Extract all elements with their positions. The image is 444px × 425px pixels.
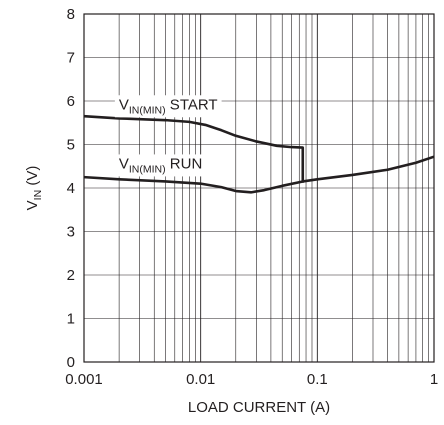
series-label-start-rest: START [166, 96, 218, 113]
y-tick-label: 5 [67, 137, 75, 154]
y-tick-label: 2 [67, 267, 75, 284]
y-tick-label: 1 [67, 311, 75, 328]
y-tick-label: 3 [67, 224, 75, 241]
plot-frame [83, 13, 435, 363]
y-tick-label: 4 [67, 180, 75, 197]
series-label-run-group: VIN(MIN) RUN [114, 154, 207, 177]
series-label-start-main: V [119, 96, 129, 113]
series-label-run-background [114, 154, 207, 177]
y-tick-label: 7 [67, 50, 75, 67]
x-tick-label: 0.001 [65, 371, 103, 388]
y-tick-labels: 0 1 2 3 4 5 6 7 8 [67, 6, 75, 371]
y-axis-title-subscript: IN [32, 190, 44, 201]
series-label-run-rest: RUN [166, 155, 203, 172]
series-label-start-background [114, 95, 222, 118]
x-tick-label: 0.1 [307, 371, 328, 388]
series-label-start: VIN(MIN) START [119, 96, 218, 116]
series-label-run: VIN(MIN) RUN [119, 155, 202, 175]
series-line-start [83, 114, 305, 183]
y-axis-title: VIN (V) [24, 166, 44, 211]
series-label-run-main: V [119, 155, 129, 172]
series-line-run [83, 155, 435, 194]
x-tick-labels: 0.001 0.01 0.1 1 [65, 371, 438, 388]
y-axis-title-unit: (V) [24, 166, 41, 190]
x-tick-label: 0.01 [186, 371, 215, 388]
y-tick-label: 6 [67, 93, 75, 110]
series-label-run-subscript: IN(MIN) [129, 163, 166, 175]
series-label-start-group: VIN(MIN) START [114, 95, 222, 118]
series-layer [83, 114, 435, 194]
grid-major-lines [83, 13, 435, 363]
y-tick-label: 0 [67, 354, 75, 371]
y-tick-label: 8 [67, 6, 75, 23]
series-label-start-subscript: IN(MIN) [129, 104, 166, 116]
y-axis-title-main: V [24, 200, 41, 210]
x-tick-label: 1 [430, 371, 438, 388]
x-axis-title: LOAD CURRENT (A) [188, 399, 330, 416]
